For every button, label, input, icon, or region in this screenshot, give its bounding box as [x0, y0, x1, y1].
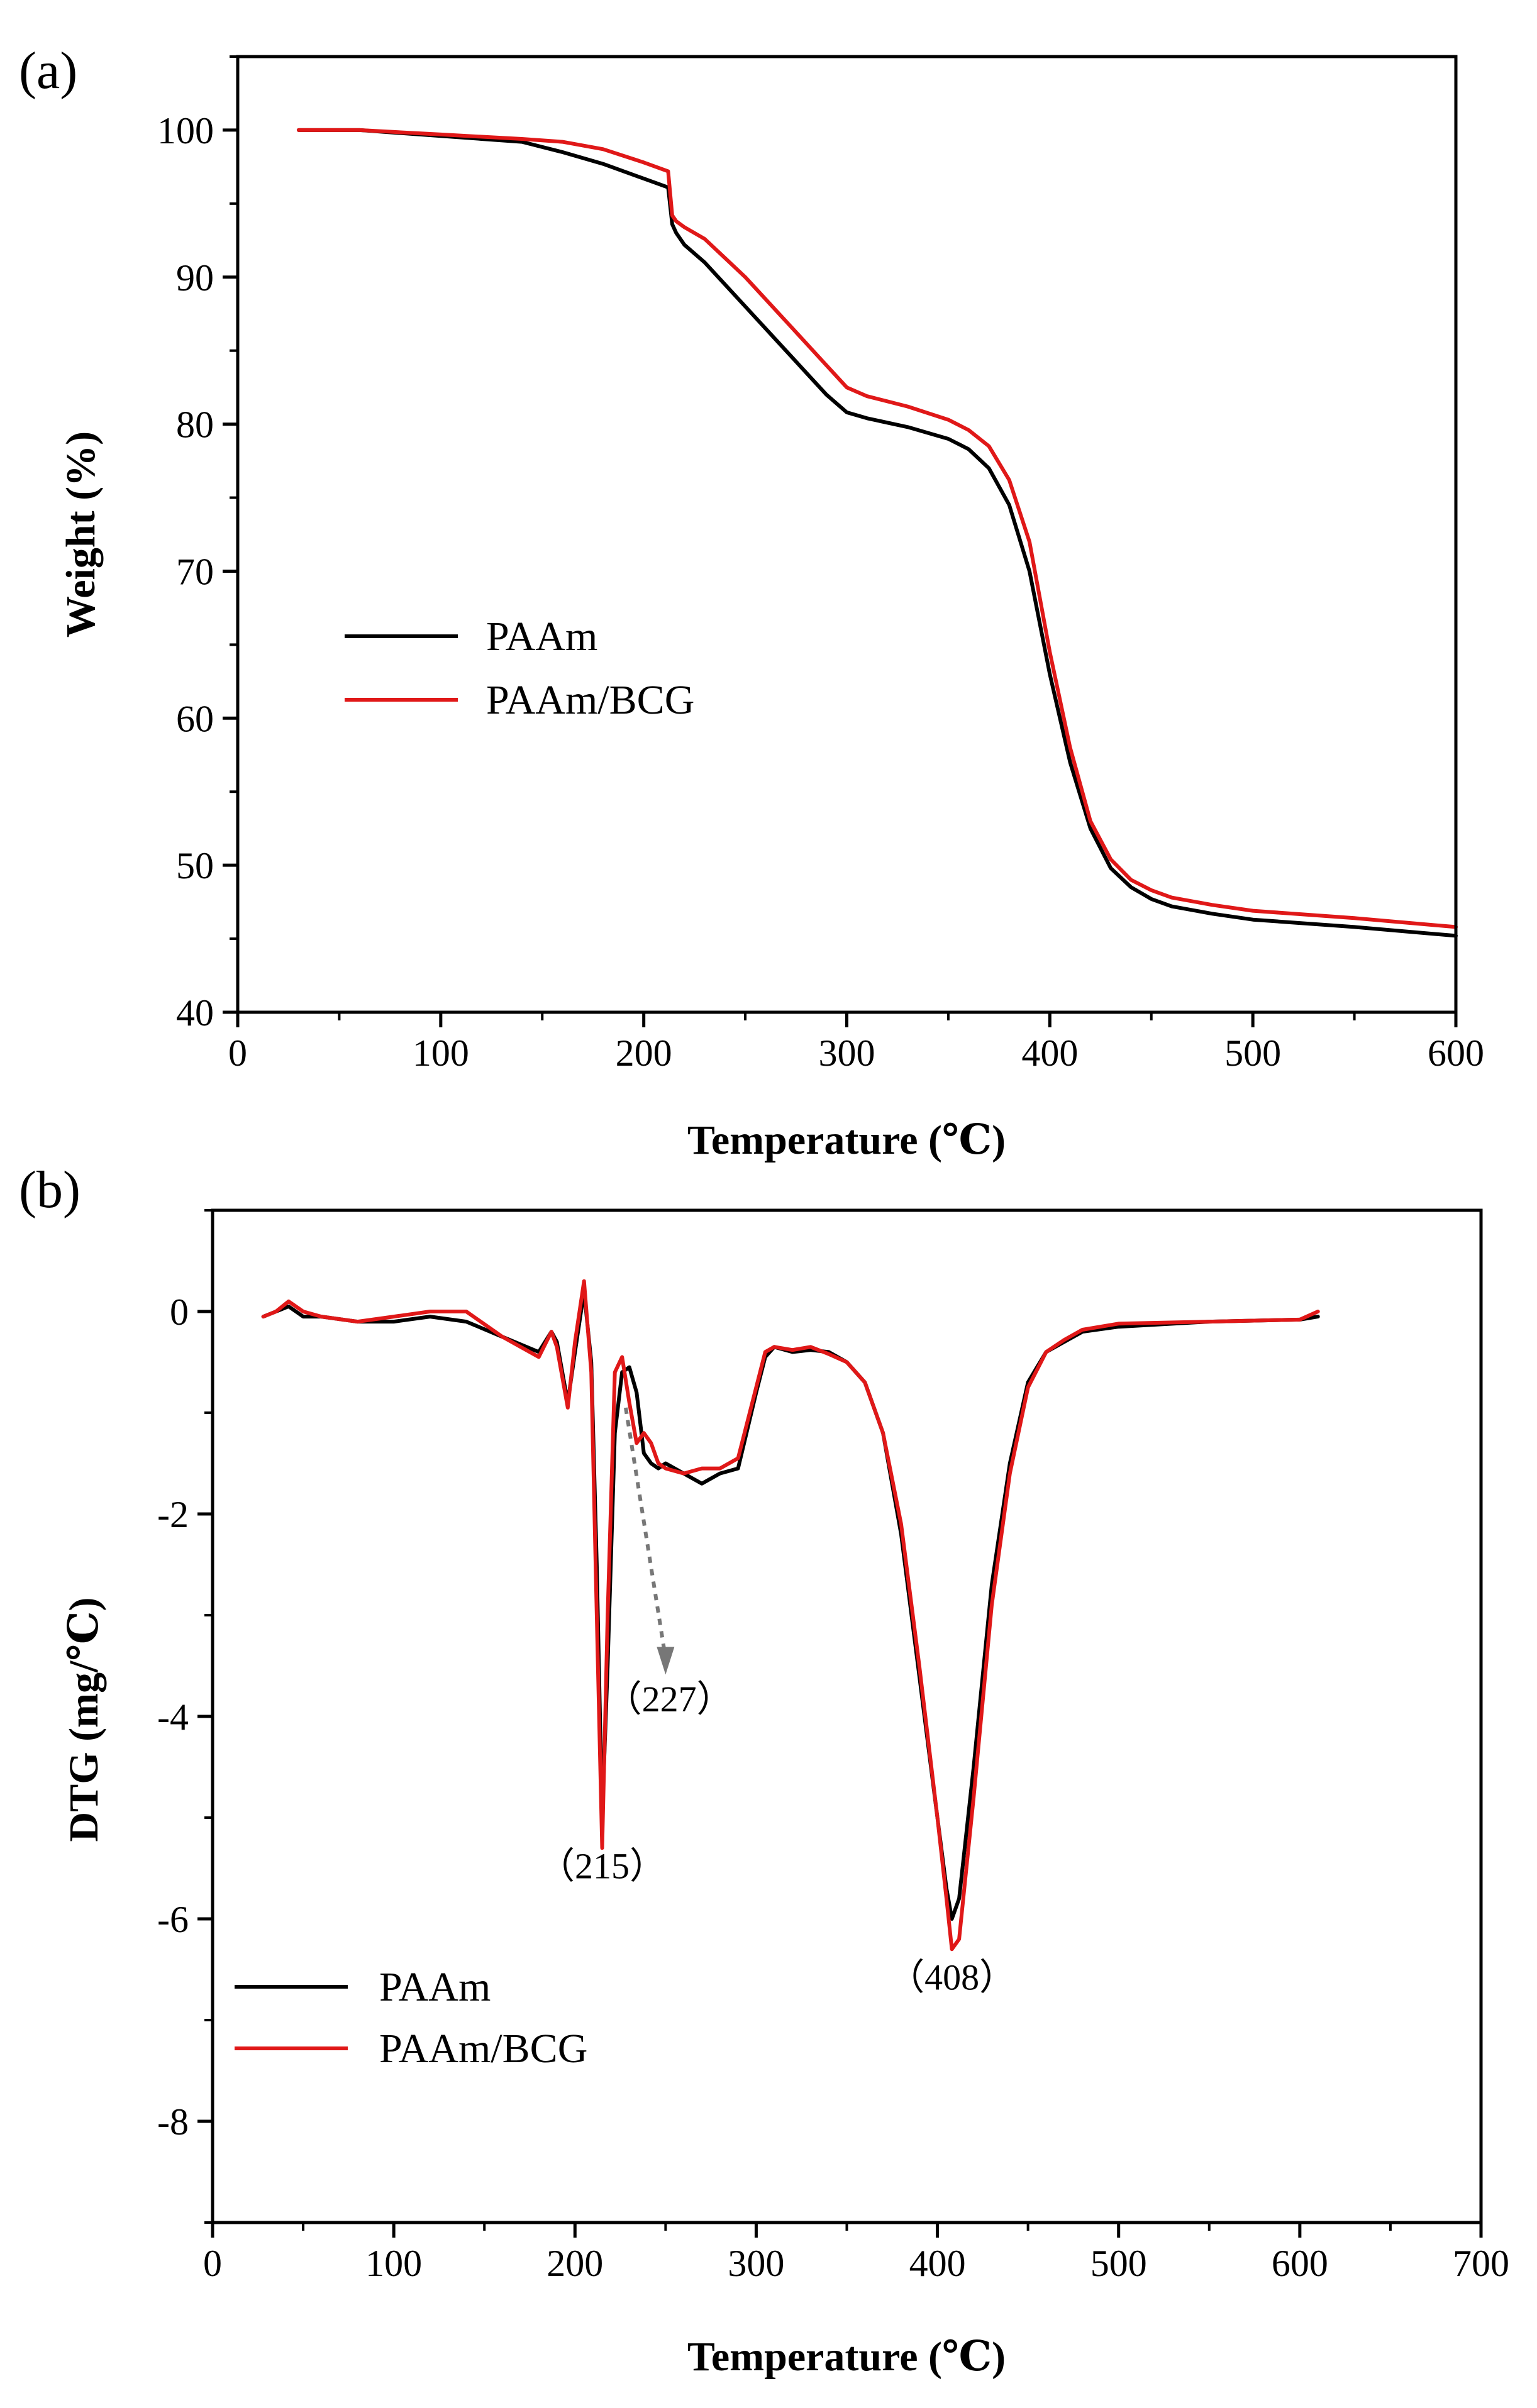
panel-a-ytick-label: 70: [176, 551, 214, 592]
panel-b-peak-annotation: （408）: [888, 1957, 1016, 1998]
panel-b-ytick-label: -4: [157, 1696, 189, 1738]
panel-b-legend-label-paam-bcg: PAAm/BCG: [379, 2026, 587, 2072]
panel-a-x-axis-title: Temperature (℃): [687, 1117, 1006, 1163]
panel-b-ytick-label: 0: [170, 1291, 189, 1333]
panel-a-y-axis-title: Weight (%): [58, 431, 104, 638]
panel-a-series-line-paam: [296, 128, 1458, 938]
panel-b-series: [261, 1279, 1320, 1952]
panel-b-xtick-label: 500: [1090, 2243, 1147, 2284]
panel-a-xtick-label: 400: [1021, 1032, 1078, 1074]
panel-a-series: [296, 128, 1458, 938]
panel-a: (a) 0 100 200 300 400 500 600 405060708090100 …: [19, 41, 1484, 1163]
panel-b: (b) 0 100 200 300 400 500 600 700 -8 -6 -4 -2 0 （21…: [19, 1161, 1509, 2380]
panel-b-peak-annotation: （227）: [606, 1679, 733, 1720]
panel-a-xtick-label: 100: [413, 1032, 469, 1074]
panel-b-ytick-label: -8: [157, 2101, 189, 2143]
panel-a-series-line-paam-bcg: [296, 128, 1458, 929]
panel-a-xticks: 0 100 200 300 400 500 600: [228, 1012, 1484, 1074]
panel-b-xtick-label: 100: [365, 2243, 422, 2284]
panel-a-xtick-label: 300: [819, 1032, 875, 1074]
panel-a-xtick-label: 0: [228, 1032, 247, 1074]
panel-b-y-axis-title: DTG (mg/℃): [61, 1598, 107, 1842]
panel-a-ytick-label: 40: [176, 992, 214, 1034]
panel-b-label: (b): [19, 1161, 80, 1219]
panel-b-xtick-label: 400: [909, 2243, 966, 2284]
panel-b-legend: PAAm PAAm/BCG: [235, 1964, 587, 2072]
panel-b-xtick-label: 600: [1272, 2243, 1328, 2284]
panel-b-ytick-label: -2: [157, 1494, 189, 1535]
panel-a-ytick-label: 50: [176, 845, 214, 886]
panel-a-legend: PAAm PAAm/BCG: [345, 614, 694, 723]
panel-a-legend-label-paam-bcg: PAAm/BCG: [486, 677, 694, 723]
panel-b-arrow-shaft: [624, 1407, 668, 1659]
panel-a-xtick-label: 200: [616, 1032, 672, 1074]
panel-b-x-axis-title: Temperature (℃): [687, 2334, 1006, 2380]
panel-b-yticks: -8 -6 -4 -2 0: [157, 1209, 213, 2224]
panel-b-xtick-label: 700: [1453, 2243, 1509, 2284]
panel-a-legend-label-paam: PAAm: [486, 614, 597, 660]
panel-a-yticks: 40 50 60 70 80 90 100: [157, 55, 238, 1034]
panel-b-series-line-paam-bcg: [261, 1279, 1320, 1952]
panel-b-annotations: （215） （227） （408）: [538, 1407, 1016, 1998]
panel-a-label: (a): [19, 41, 77, 100]
panel-b-xticks: 0 100 200 300 400 500 600 700: [203, 2223, 1509, 2284]
panel-b-legend-label-paam: PAAm: [379, 1964, 491, 2010]
panel-a-ytick-label: 90: [176, 257, 214, 299]
panel-b-xtick-label: 200: [547, 2243, 603, 2284]
panel-a-ytick-label: 60: [176, 698, 214, 739]
panel-b-xtick-label: 0: [203, 2243, 222, 2284]
panel-a-xtick-label: 600: [1428, 1032, 1484, 1074]
panel-a-ytick-label: 100: [157, 110, 214, 152]
panel-b-series-line-paam: [261, 1289, 1320, 1921]
panel-b-peak-annotation: （215）: [538, 1846, 666, 1887]
panel-b-ytick-label: -6: [157, 1899, 189, 1940]
panel-b-xtick-label: 300: [728, 2243, 784, 2284]
panel-b-arrow-head: [657, 1647, 675, 1675]
panel-a-ytick-label: 80: [176, 404, 214, 446]
panel-a-xtick-label: 500: [1224, 1032, 1281, 1074]
panel-a-frame: [236, 55, 1458, 1014]
